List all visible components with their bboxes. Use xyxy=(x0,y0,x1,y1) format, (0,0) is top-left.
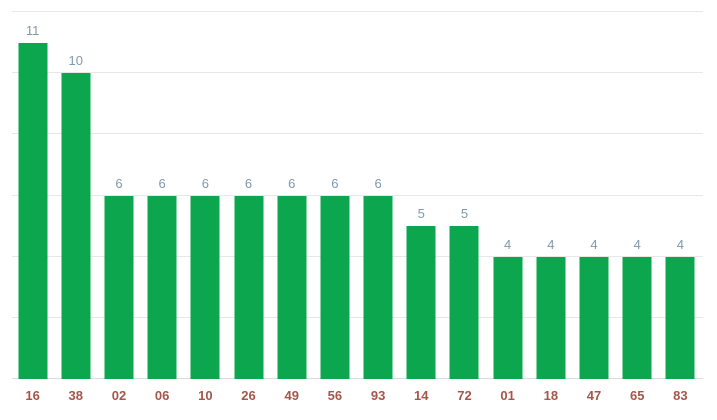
bar-slot: 6 49 xyxy=(270,0,313,420)
bar-slot: 4 01 xyxy=(486,0,529,420)
bar-slot: 11 16 xyxy=(11,0,54,420)
x-axis-label: 83 xyxy=(673,388,688,403)
bar-slot: 4 65 xyxy=(616,0,659,420)
bar-value-annotation: 5 xyxy=(460,206,469,222)
bar-slot: 4 83 xyxy=(659,0,702,420)
bar-slot: 5 72 xyxy=(443,0,486,420)
bar[interactable] xyxy=(234,195,264,379)
bar[interactable] xyxy=(190,195,220,379)
bar-slot: 6 06 xyxy=(141,0,184,420)
bar-value-annotation: 6 xyxy=(288,175,296,191)
bar[interactable] xyxy=(18,42,48,379)
bar-value-annotation: 6 xyxy=(201,175,209,191)
bar-value-annotation: 6 xyxy=(115,175,123,191)
bar-value-annotation: 6 xyxy=(374,175,382,191)
bar[interactable] xyxy=(579,256,609,379)
x-axis-label: 06 xyxy=(154,388,170,403)
bar[interactable] xyxy=(406,226,436,379)
gridline xyxy=(12,133,703,135)
bar-value-annotation: 6 xyxy=(244,175,253,191)
bar-value-annotation: 4 xyxy=(504,236,512,252)
bar-slot: 4 47 xyxy=(572,0,615,420)
bar[interactable] xyxy=(320,195,350,379)
gridline xyxy=(12,316,703,318)
x-axis-label: 72 xyxy=(457,388,472,403)
x-axis-label: 01 xyxy=(500,388,515,403)
bar[interactable] xyxy=(536,256,566,379)
x-axis-label: 18 xyxy=(543,388,559,403)
bar[interactable] xyxy=(61,73,91,379)
bar-value-annotation: 4 xyxy=(633,236,641,252)
gridline xyxy=(12,11,703,13)
bar-slot: 6 10 xyxy=(184,0,227,420)
gridline xyxy=(12,72,703,74)
bar-value-annotation: 10 xyxy=(68,53,84,69)
x-axis-label: 26 xyxy=(241,388,256,403)
gridlines-layer xyxy=(12,0,703,420)
bar-value-annotation: 4 xyxy=(590,236,598,252)
x-axis-label: 10 xyxy=(198,388,213,403)
x-axis-label: 47 xyxy=(586,388,602,403)
bar[interactable] xyxy=(363,195,393,379)
gridline xyxy=(12,255,703,257)
bar[interactable] xyxy=(665,256,695,379)
bar[interactable] xyxy=(449,226,479,379)
bar-value-annotation: 4 xyxy=(676,236,685,252)
bar[interactable] xyxy=(493,256,523,379)
x-axis-label: 49 xyxy=(284,388,299,403)
x-axis-label: 65 xyxy=(629,388,645,403)
bar-slot: 4 18 xyxy=(529,0,572,420)
bar[interactable] xyxy=(622,256,652,379)
bar-value-annotation: 11 xyxy=(25,22,40,38)
bar-slot: 5 14 xyxy=(400,0,443,420)
x-axis-label: 16 xyxy=(25,388,40,403)
bar-value-annotation: 6 xyxy=(331,175,339,191)
x-axis-label: 38 xyxy=(68,388,84,403)
gridline xyxy=(12,194,703,196)
x-axis-label: 02 xyxy=(111,388,127,403)
x-axis-label: 93 xyxy=(370,388,386,403)
bar[interactable] xyxy=(104,195,134,379)
bar-slot: 6 93 xyxy=(357,0,400,420)
bar-slot: 6 26 xyxy=(227,0,270,420)
bar[interactable] xyxy=(277,195,307,379)
bar-slot: 10 38 xyxy=(54,0,97,420)
bar-slot: 6 56 xyxy=(313,0,356,420)
bar-value-annotation: 4 xyxy=(547,236,555,252)
bar-value-annotation: 5 xyxy=(417,206,425,222)
bar-slot: 6 02 xyxy=(97,0,140,420)
x-axis-baseline xyxy=(12,378,703,379)
x-axis-label: 56 xyxy=(327,388,343,403)
x-axis-label: 14 xyxy=(414,388,429,403)
bar-value-annotation: 6 xyxy=(158,175,166,191)
bar[interactable] xyxy=(147,195,177,379)
